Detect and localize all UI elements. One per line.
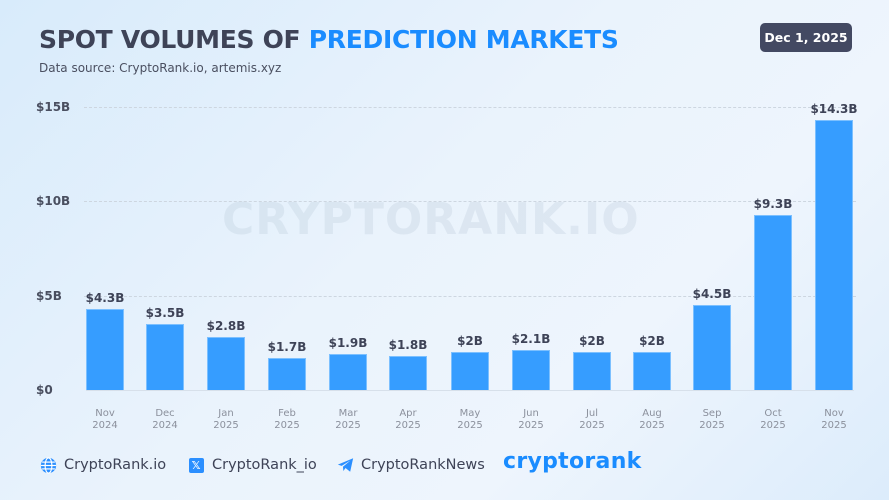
- bar-value-label: $2B: [579, 334, 605, 348]
- bar-value-label: $2.1B: [511, 332, 551, 346]
- x-label-year: 2025: [579, 420, 605, 431]
- x-label-year: 2025: [335, 420, 361, 431]
- x-label-year: 2025: [821, 420, 847, 431]
- data-source-subtitle: Data source: CryptoRank.io, artemis.xyz: [39, 61, 282, 75]
- bar-value-label: $4.3B: [85, 291, 125, 305]
- bar-value-label: $2B: [639, 334, 665, 348]
- bar-value-label: $2.8B: [206, 319, 246, 333]
- bar: [573, 352, 611, 390]
- x-label-month: Jun: [523, 408, 539, 419]
- x-label-year: 2025: [395, 420, 421, 431]
- y-tick-0: $0: [36, 383, 53, 397]
- x-axis-label: Dec 2024: [135, 408, 195, 432]
- x-label-year: 2025: [457, 420, 483, 431]
- x-label-month: Jan: [218, 408, 234, 419]
- x-label-month: Sep: [702, 408, 722, 419]
- telegram-icon: [336, 456, 354, 474]
- bar: [268, 358, 306, 390]
- x-label-month: May: [459, 408, 481, 419]
- x-axis-label: Apr 2025: [378, 408, 438, 432]
- x-label-month: Nov: [95, 408, 115, 419]
- x-label-year: 2025: [760, 420, 786, 431]
- x-label-year: 2024: [92, 420, 118, 431]
- x-axis-label: Nov 2025: [804, 408, 864, 432]
- gridline-15b: [84, 107, 856, 108]
- bar: [86, 309, 124, 390]
- x-axis-label: Sep 2025: [682, 408, 742, 432]
- bar: [633, 352, 671, 390]
- x-axis-label: Nov 2024: [75, 408, 135, 432]
- footer-x-handle[interactable]: 𝕏 CryptoRank_io: [187, 456, 317, 474]
- bar-value-label: $1.8B: [388, 338, 428, 352]
- telegram-label: CryptoRankNews: [361, 457, 485, 473]
- website-label: CryptoRank.io: [64, 457, 167, 473]
- cryptorank-logo: cryptorank: [503, 449, 642, 474]
- x-axis-baseline: [86, 390, 854, 391]
- x-label-year: 2025: [639, 420, 665, 431]
- x-label-month: Oct: [764, 408, 782, 419]
- bar: [451, 352, 489, 390]
- y-tick-5b: $5B: [36, 289, 62, 303]
- x-label-year: 2025: [699, 420, 725, 431]
- bar: [754, 215, 792, 390]
- gridline-10b: [84, 201, 856, 202]
- x-label-month: Nov: [824, 408, 844, 419]
- gridline-5b: [84, 296, 856, 297]
- footer-website[interactable]: CryptoRank.io: [39, 456, 166, 474]
- bar-value-label: $1.7B: [267, 340, 307, 354]
- bar-value-label: $1.9B: [328, 336, 368, 350]
- bar-value-label: $2B: [457, 334, 483, 348]
- watermark: CRYPTORANK.IO: [222, 194, 640, 245]
- x-axis-label: Jun 2025: [501, 408, 561, 432]
- x-label-month: Aug: [642, 408, 662, 419]
- x-label-year: 2025: [274, 420, 300, 431]
- bar: [512, 350, 550, 390]
- bar-value-label: $4.5B: [692, 287, 732, 301]
- x-label-year: 2025: [518, 420, 544, 431]
- x-twitter-icon: 𝕏: [187, 456, 205, 474]
- x-axis-label: Aug 2025: [622, 408, 682, 432]
- title-main: SPOT VOLUMES OF: [39, 25, 309, 54]
- x-label-month: Apr: [399, 408, 417, 419]
- bar-value-label: $14.3B: [810, 102, 858, 116]
- bar: [329, 354, 367, 390]
- x-axis-label: Jul 2025: [562, 408, 622, 432]
- x-label-month: Mar: [338, 408, 358, 419]
- footer-telegram[interactable]: CryptoRankNews: [336, 456, 485, 474]
- x-axis-label: Mar 2025: [318, 408, 378, 432]
- bar-value-label: $3.5B: [145, 306, 185, 320]
- x-label-month: Jul: [585, 408, 599, 419]
- x-label-month: Dec: [155, 408, 175, 419]
- bar: [207, 337, 245, 390]
- x-axis-label: May 2025: [440, 408, 500, 432]
- x-label-year: 2024: [152, 420, 178, 431]
- x-axis-label: Jan 2025: [196, 408, 256, 432]
- globe-icon: [39, 456, 57, 474]
- x-axis-label: Feb 2025: [257, 408, 317, 432]
- x-handle-label: CryptoRank_io: [212, 457, 317, 473]
- bar: [146, 324, 184, 390]
- bar: [389, 356, 427, 390]
- x-label-year: 2025: [213, 420, 239, 431]
- title-accent: PREDICTION MARKETS: [308, 25, 619, 54]
- y-tick-10b: $10B: [36, 194, 71, 208]
- bar-value-label: $9.3B: [753, 197, 793, 211]
- date-badge: Dec 1, 2025: [760, 23, 852, 52]
- y-tick-15b: $15B: [36, 100, 71, 114]
- x-axis-label: Oct 2025: [743, 408, 803, 432]
- bar: [693, 305, 731, 390]
- bar: [815, 120, 853, 390]
- page-title: SPOT VOLUMES OF PREDICTION MARKETS: [39, 25, 619, 54]
- x-label-month: Feb: [278, 408, 296, 419]
